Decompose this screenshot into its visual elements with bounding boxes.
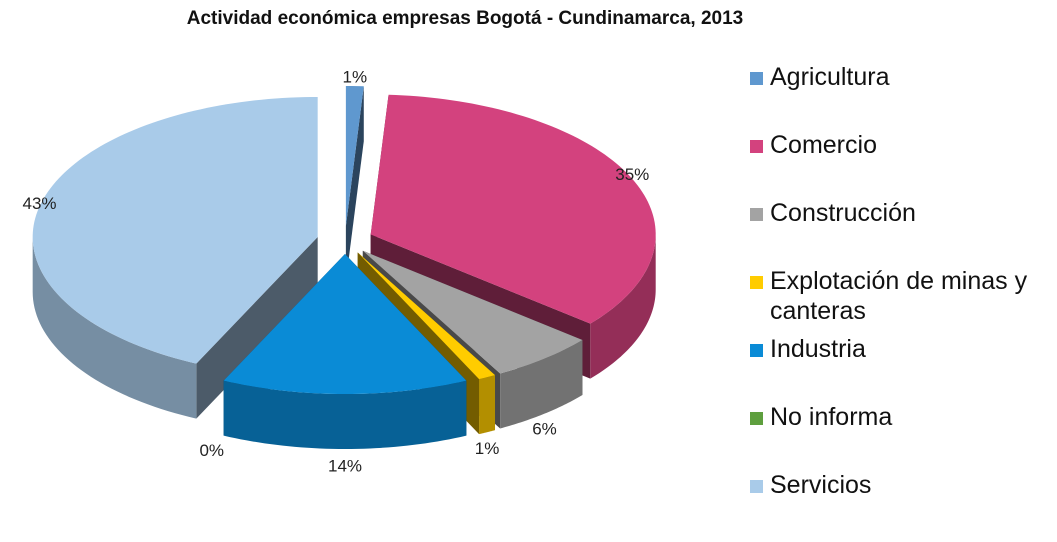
- data-label: 6%: [532, 419, 557, 438]
- legend: Agricultura Comercio Construcción Explotaci…: [750, 62, 1055, 538]
- slice-wall: [479, 375, 496, 435]
- slice: [370, 94, 656, 324]
- legend-label: No informa: [770, 403, 893, 431]
- legend-swatch: [750, 140, 763, 153]
- legend-label: Construcción: [770, 199, 916, 227]
- legend-label: Agricultura: [770, 63, 890, 91]
- slice-wall: [590, 234, 656, 379]
- legend-item: Industria: [750, 334, 1055, 402]
- slice-tops: [32, 86, 656, 394]
- legend-item: No informa: [750, 402, 1055, 470]
- slice-side: [196, 236, 318, 419]
- data-label: 1%: [475, 439, 500, 458]
- data-label: 43%: [23, 194, 57, 213]
- legend-swatch: [750, 208, 763, 221]
- legend-item: Comercio: [750, 130, 1055, 198]
- legend-item: Agricultura: [750, 62, 1055, 130]
- slice: [362, 250, 583, 374]
- legend-label: Comercio: [770, 131, 877, 159]
- legend-item: Construcción: [750, 198, 1055, 266]
- pie-area: 1% 35% 6% 1% 14% 0% 43%: [23, 68, 656, 475]
- legend-item: Explotación de minas y canteras: [750, 266, 1055, 334]
- slice-wall: [500, 340, 583, 429]
- legend-label: Explotación de minas y canteras: [770, 267, 1028, 325]
- slice: [223, 254, 467, 394]
- slice: [345, 86, 364, 227]
- data-label: 14%: [328, 456, 362, 475]
- data-label: 35%: [615, 165, 649, 184]
- legend-swatch: [750, 412, 763, 425]
- chart-title: Actividad económica empresas Bogotá - Cu…: [186, 8, 744, 29]
- legend-swatch: [750, 72, 763, 85]
- legend-label: Industria: [770, 335, 866, 363]
- data-label: 0%: [199, 441, 224, 460]
- slice: [357, 252, 496, 380]
- slice-wall: [223, 380, 467, 449]
- legend-swatch: [750, 276, 763, 289]
- legend-label: Servicios: [770, 471, 872, 499]
- slice-wall: [32, 236, 197, 419]
- slice-side: [345, 86, 364, 282]
- legend-item: Servicios: [750, 470, 1055, 538]
- legend-swatch: [750, 344, 763, 357]
- data-label: 1%: [343, 68, 368, 87]
- legend-swatch: [750, 480, 763, 493]
- slice: [32, 96, 318, 364]
